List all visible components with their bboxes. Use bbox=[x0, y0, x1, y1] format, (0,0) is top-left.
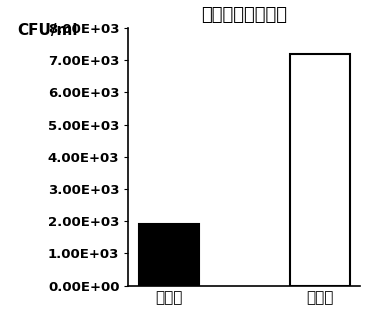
Bar bbox=[290, 54, 350, 285]
Y-axis label: CFU/ml: CFU/ml bbox=[17, 23, 78, 38]
Bar bbox=[139, 224, 199, 285]
Title: 兿殖水中弧菌计数: 兿殖水中弧菌计数 bbox=[201, 6, 287, 24]
